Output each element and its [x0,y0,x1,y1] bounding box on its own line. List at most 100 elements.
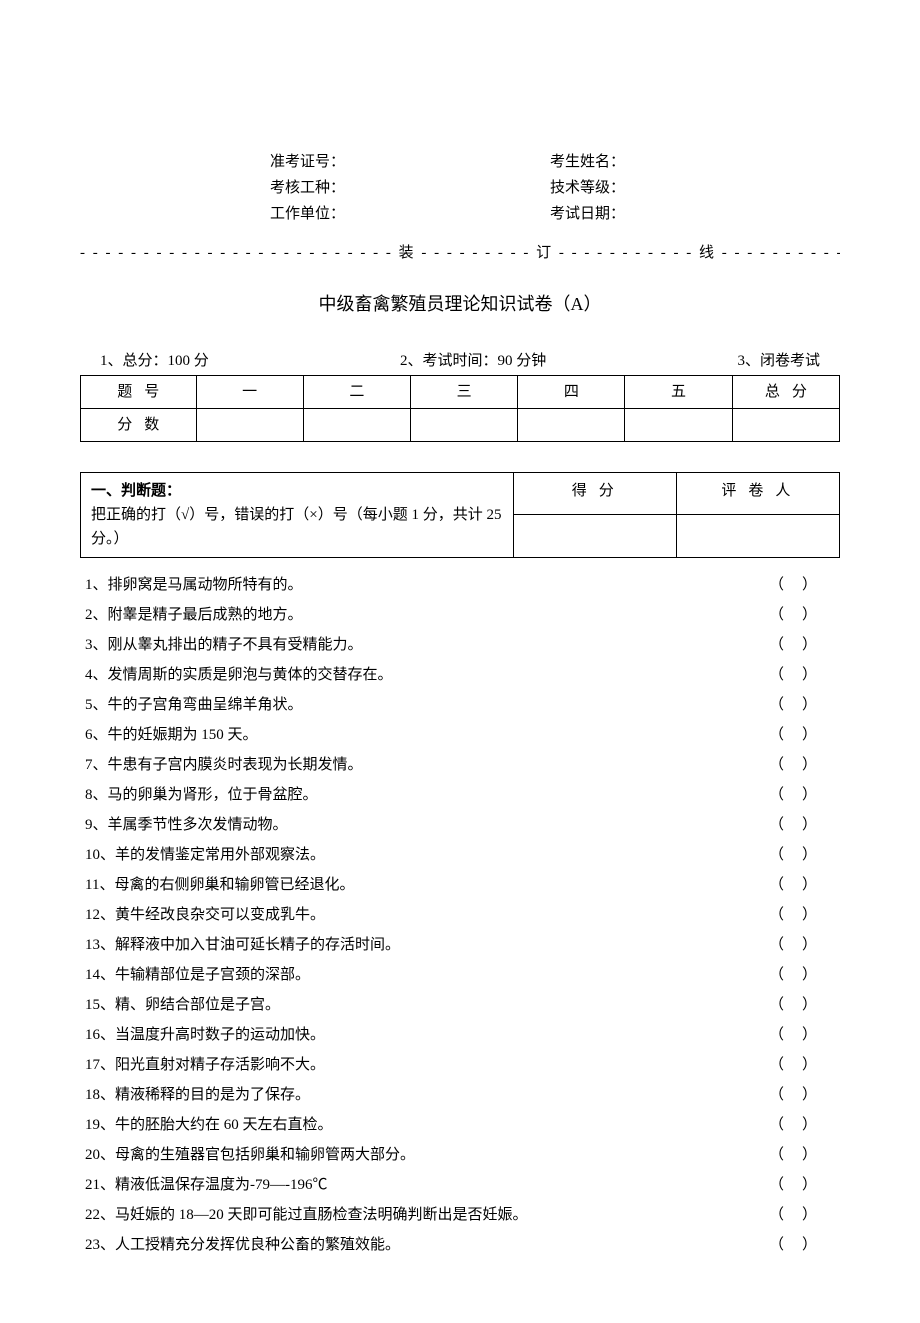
answer-parentheses: （） [765,693,835,717]
question-text: 21、精液低温保存温度为-79—-196℃ [85,1173,765,1197]
question-row: 20、母禽的生殖器官包括卵巢和输卵管两大部分。（） [85,1143,835,1167]
label-job-type: 考核工种： [270,176,550,200]
header-row-1: 准考证号： 考生姓名： [80,150,840,174]
score-row-label: 题号 [81,375,197,408]
question-text: 14、牛输精部位是子宫颈的深部。 [85,963,765,987]
question-row: 17、阳光直射对精子存活影响不大。（） [85,1053,835,1077]
answer-parentheses: （） [765,993,835,1017]
answer-parentheses: （） [765,633,835,657]
answer-parentheses: （） [765,933,835,957]
section-header-table: 一、判断题： 把正确的打（√）号，错误的打（×）号（每小题 1 分，共计 25 … [80,472,840,558]
answer-parentheses: （） [765,783,835,807]
question-text: 22、马妊娠的 18—20 天即可能过直肠检查法明确判断出是否妊娠。 [85,1203,765,1227]
question-text: 9、羊属季节性多次发情动物。 [85,813,765,837]
score-col-5: 五 [625,375,732,408]
label-exam-id: 准考证号： [270,150,550,174]
question-text: 23、人工授精充分发挥优良种公畜的繁殖效能。 [85,1233,765,1257]
question-text: 8、马的卵巢为肾形，位于骨盆腔。 [85,783,765,807]
question-text: 12、黄牛经改良杂交可以变成乳牛。 [85,903,765,927]
section-score-label: 得分 [513,472,676,515]
label-exam-date: 考试日期： [550,202,625,226]
answer-parentheses: （） [765,813,835,837]
question-row: 10、羊的发情鉴定常用外部观察法。（） [85,843,835,867]
section-title: 一、判断题： [91,483,181,499]
question-row: 1、排卵窝是马属动物所特有的。（） [85,573,835,597]
score-cell [303,408,410,441]
header-row-3: 工作单位： 考试日期： [80,202,840,226]
question-text: 15、精、卵结合部位是子宫。 [85,993,765,1017]
question-row: 19、牛的胚胎大约在 60 天左右直检。（） [85,1113,835,1137]
question-text: 7、牛患有子宫内膜炎时表现为长期发情。 [85,753,765,777]
meta-total-score: 1、总分：100 分 [100,349,209,373]
table-row: 分数 [81,408,840,441]
answer-parentheses: （） [765,753,835,777]
answer-parentheses: （） [765,723,835,747]
section-description-cell: 一、判断题： 把正确的打（√）号，错误的打（×）号（每小题 1 分，共计 25 … [81,472,514,557]
score-cell [196,408,303,441]
question-row: 7、牛患有子宫内膜炎时表现为长期发情。（） [85,753,835,777]
question-text: 13、解释液中加入甘油可延长精子的存活时间。 [85,933,765,957]
table-row: 题号 一 二 三 四 五 总分 [81,375,840,408]
question-row: 18、精液稀释的目的是为了保存。（） [85,1083,835,1107]
answer-parentheses: （） [765,573,835,597]
question-row: 8、马的卵巢为肾形，位于骨盆腔。（） [85,783,835,807]
questions-list: 1、排卵窝是马属动物所特有的。（）2、附睾是精子最后成熟的地方。（）3、刚从睾丸… [80,573,840,1257]
question-text: 16、当温度升高时数子的运动加快。 [85,1023,765,1047]
question-text: 3、刚从睾丸排出的精子不具有受精能力。 [85,633,765,657]
exam-meta-row: 1、总分：100 分 2、考试时间：90 分钟 3、闭卷考试 [80,349,840,373]
label-tech-level: 技术等级： [550,176,625,200]
header-row-2: 考核工种： 技术等级： [80,176,840,200]
score-col-total: 总分 [732,375,839,408]
question-text: 4、发情周斯的实质是卵泡与黄体的交替存在。 [85,663,765,687]
score-cell [410,408,517,441]
answer-parentheses: （） [765,1203,835,1227]
label-candidate-name: 考生姓名： [550,150,625,174]
answer-parentheses: （） [765,1083,835,1107]
answer-parentheses: （） [765,873,835,897]
question-row: 9、羊属季节性多次发情动物。（） [85,813,835,837]
score-summary-table: 题号 一 二 三 四 五 总分 分数 [80,375,840,442]
label-work-unit: 工作单位： [270,202,550,226]
question-text: 6、牛的妊娠期为 150 天。 [85,723,765,747]
answer-parentheses: （） [765,603,835,627]
question-text: 20、母禽的生殖器官包括卵巢和输卵管两大部分。 [85,1143,765,1167]
question-text: 19、牛的胚胎大约在 60 天左右直检。 [85,1113,765,1137]
meta-closed-book: 3、闭卷考试 [737,349,820,373]
question-row: 11、母禽的右侧卵巢和输卵管已经退化。（） [85,873,835,897]
score-cell [732,408,839,441]
section-instructions: 把正确的打（√）号，错误的打（×）号（每小题 1 分，共计 25 分。） [91,507,501,547]
answer-parentheses: （） [765,663,835,687]
question-text: 1、排卵窝是马属动物所特有的。 [85,573,765,597]
question-row: 15、精、卵结合部位是子宫。（） [85,993,835,1017]
score-cell [625,408,732,441]
question-row: 5、牛的子宫角弯曲呈绵羊角状。（） [85,693,835,717]
question-row: 2、附睾是精子最后成熟的地方。（） [85,603,835,627]
section-grader-label: 评卷人 [676,472,839,515]
score-col-2: 二 [303,375,410,408]
question-text: 18、精液稀释的目的是为了保存。 [85,1083,765,1107]
question-row: 6、牛的妊娠期为 150 天。（） [85,723,835,747]
score-col-1: 一 [196,375,303,408]
answer-parentheses: （） [765,1173,835,1197]
header-info-block: 准考证号： 考生姓名： 考核工种： 技术等级： 工作单位： 考试日期： [80,150,840,226]
answer-parentheses: （） [765,1023,835,1047]
answer-parentheses: （） [765,963,835,987]
answer-parentheses: （） [765,1053,835,1077]
question-row: 13、解释液中加入甘油可延长精子的存活时间。（） [85,933,835,957]
answer-parentheses: （） [765,843,835,867]
question-text: 5、牛的子宫角弯曲呈绵羊角状。 [85,693,765,717]
score-col-3: 三 [410,375,517,408]
score-value-label: 分数 [81,408,197,441]
score-cell [518,408,625,441]
question-row: 22、马妊娠的 18—20 天即可能过直肠检查法明确判断出是否妊娠。（） [85,1203,835,1227]
question-row: 14、牛输精部位是子宫颈的深部。（） [85,963,835,987]
question-text: 2、附睾是精子最后成熟的地方。 [85,603,765,627]
exam-title: 中级畜禽繁殖员理论知识试卷（A） [80,290,840,319]
question-row: 12、黄牛经改良杂交可以变成乳牛。（） [85,903,835,927]
answer-parentheses: （） [765,903,835,927]
question-text: 11、母禽的右侧卵巢和输卵管已经退化。 [85,873,765,897]
table-row: 一、判断题： 把正确的打（√）号，错误的打（×）号（每小题 1 分，共计 25 … [81,472,840,515]
score-col-4: 四 [518,375,625,408]
section-score-value [513,515,676,558]
section-grader-value [676,515,839,558]
